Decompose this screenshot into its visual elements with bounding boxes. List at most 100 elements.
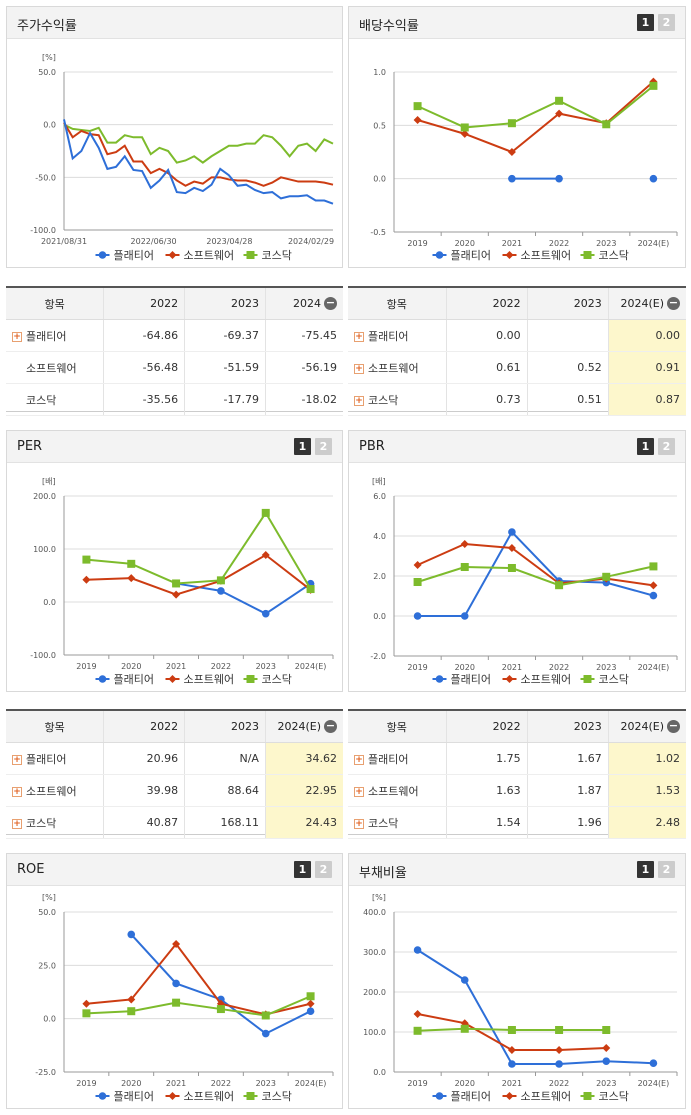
y-tick-label: 6.0	[373, 492, 386, 501]
series-line	[63, 123, 334, 164]
legend-item: 플래티어	[95, 1090, 154, 1103]
debt-ratio-title: 부채비율	[359, 866, 407, 881]
legend-label: 플래티어	[114, 1090, 154, 1103]
row-label: 플래티어	[368, 329, 409, 343]
row-label-cell: + 코스닥	[348, 806, 447, 839]
expand-icon[interactable]: +	[12, 331, 22, 342]
row-label: 소프트웨어	[26, 361, 77, 375]
legend-marker	[246, 675, 255, 683]
data-point	[216, 999, 225, 1008]
expand-icon[interactable]: +	[354, 363, 364, 374]
column-header-label: 항목	[386, 720, 407, 734]
collapse-icon[interactable]: −	[324, 296, 337, 311]
row-label: 플래티어	[26, 752, 67, 766]
data-point	[460, 123, 469, 132]
value-cell: -18.02	[264, 383, 343, 416]
value-cell: 0.51	[526, 383, 609, 416]
row-label: 플래티어	[26, 329, 67, 343]
cell-value: 0.00	[496, 329, 521, 342]
column-header-label: 2023	[573, 720, 602, 733]
data-point	[507, 119, 516, 128]
expand-icon[interactable]: +	[354, 818, 364, 829]
y-tick-label: -100.0	[30, 226, 56, 235]
dividend-chart: 1.0 0.5 0.0 -0.5 2019 2020 2021 2022 2023 2024(E)…	[370, 68, 678, 262]
unit-label: [배]	[42, 477, 56, 486]
debt-ratio-chart: [%] 400.0 300.0 200.0 100.0 0.0 2019 2020 2021 20…	[363, 893, 678, 1103]
unit-label: [%]	[42, 893, 56, 902]
data-point	[261, 609, 270, 618]
value-cell	[526, 319, 609, 352]
legend-item: 플래티어	[432, 1090, 491, 1103]
data-point	[413, 116, 422, 124]
value-cell: 0.00	[445, 319, 528, 352]
view-2-button[interactable]: 2	[315, 861, 332, 878]
data-point	[261, 1029, 270, 1038]
data-point	[555, 174, 563, 183]
data-point	[555, 581, 564, 590]
data-point	[602, 1057, 611, 1065]
price-return-header: 주가수익률	[7, 7, 342, 39]
value-cell: 22.95	[264, 774, 343, 807]
series-line	[63, 119, 334, 205]
column-header-label: 2023	[573, 297, 602, 310]
data-point	[413, 102, 422, 111]
price-table-grid: 항목 2022 2023 2024− + 플래티어 -64.86 -69.37 -75.45 소프…	[6, 288, 343, 416]
collapse-icon[interactable]: −	[324, 719, 337, 734]
data-point	[460, 540, 469, 548]
view-1-button[interactable]: 1	[637, 14, 654, 31]
legend-marker	[505, 251, 514, 259]
legend-marker	[98, 1092, 107, 1100]
legend-item: 소프트웨어	[502, 673, 571, 686]
view-1-button[interactable]: 1	[637, 438, 654, 455]
view-2-button[interactable]: 2	[315, 438, 332, 455]
y-tick-label: 4.0	[373, 532, 386, 541]
row-label-cell: + 소프트웨어	[348, 351, 447, 384]
expand-icon[interactable]: +	[12, 786, 22, 797]
legend-label: 코스닥	[599, 1090, 629, 1103]
expand-icon[interactable]: +	[354, 754, 364, 765]
data-point	[507, 148, 516, 156]
data-point	[261, 508, 270, 517]
data-point	[555, 96, 564, 105]
cell-value: -69.37	[223, 329, 259, 342]
collapse-icon[interactable]: −	[667, 719, 680, 734]
view-1-button[interactable]: 1	[294, 438, 311, 455]
x-tick-label: 2023	[596, 1079, 616, 1088]
collapse-icon[interactable]: −	[667, 296, 680, 311]
view-2-button[interactable]: 2	[658, 14, 675, 31]
legend-marker	[98, 251, 107, 259]
data-point	[555, 1060, 563, 1068]
cell-value: 2.48	[655, 816, 681, 829]
expand-icon[interactable]: +	[354, 331, 364, 342]
legend-item: 소프트웨어	[502, 249, 572, 262]
y-tick-label: 0.5	[373, 121, 386, 130]
legend-marker	[168, 251, 177, 259]
row-label-cell: + 플래티어	[348, 319, 447, 352]
view-2-button[interactable]: 2	[658, 861, 675, 878]
column-header-label: 2024(E)	[620, 296, 664, 310]
view-1-button[interactable]: 1	[294, 861, 311, 878]
legend-label: 소프트웨어	[521, 249, 572, 262]
legend-item: 플래티어	[432, 249, 491, 262]
expand-icon[interactable]: +	[354, 786, 364, 797]
table-row: 코스닥 -35.56 -17.79 -18.02	[6, 383, 343, 416]
y-tick-label: 0.0	[373, 175, 386, 184]
view-1-button[interactable]: 1	[637, 861, 654, 878]
legend-marker	[505, 1092, 514, 1100]
legend-item: 코스닥	[580, 1090, 629, 1103]
view-2-button[interactable]: 2	[658, 438, 675, 455]
cell-value: 0.61	[496, 361, 521, 374]
expand-icon[interactable]: +	[354, 395, 364, 406]
data-point	[460, 976, 469, 984]
row-label-cell: 코스닥	[6, 383, 104, 416]
value-cell: 0.52	[526, 351, 609, 384]
expand-icon[interactable]: +	[12, 754, 22, 765]
cell-value: 0.52	[577, 361, 602, 374]
data-point	[649, 591, 658, 600]
x-tick-label: 2023	[256, 662, 276, 671]
row-label-cell: + 플래티어	[348, 742, 447, 775]
expand-icon[interactable]: +	[12, 818, 22, 829]
cell-value: 1.67	[577, 752, 602, 765]
y-tick-label: 0.0	[43, 598, 56, 607]
data-point	[172, 940, 181, 948]
